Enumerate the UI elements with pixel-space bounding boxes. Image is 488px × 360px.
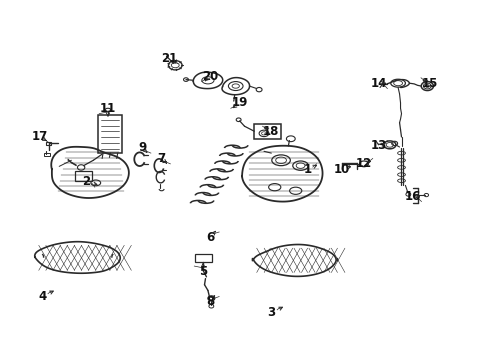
Text: 18: 18	[263, 125, 279, 138]
Text: 6: 6	[206, 231, 214, 244]
Text: 7: 7	[157, 152, 165, 165]
Text: 4: 4	[38, 290, 46, 303]
Text: 9: 9	[138, 141, 146, 154]
Bar	[44, 153, 50, 156]
Text: 14: 14	[369, 77, 386, 90]
Text: 16: 16	[404, 190, 420, 203]
Bar	[46, 142, 51, 145]
Text: 5: 5	[199, 265, 207, 278]
Text: 11: 11	[100, 102, 116, 115]
Text: 13: 13	[370, 139, 386, 152]
Text: 17: 17	[32, 130, 48, 144]
Text: 21: 21	[161, 51, 177, 64]
Bar	[98, 116, 122, 153]
Bar	[75, 171, 92, 181]
Text: 12: 12	[355, 157, 371, 170]
Bar	[254, 124, 281, 139]
Text: 8: 8	[206, 296, 214, 309]
Text: 19: 19	[231, 96, 247, 109]
Text: 3: 3	[267, 306, 275, 319]
Text: 10: 10	[333, 163, 349, 176]
Text: 15: 15	[421, 77, 437, 90]
Text: 1: 1	[303, 163, 311, 176]
Bar	[194, 253, 211, 262]
Text: 20: 20	[202, 69, 218, 82]
Text: 2: 2	[82, 175, 90, 188]
